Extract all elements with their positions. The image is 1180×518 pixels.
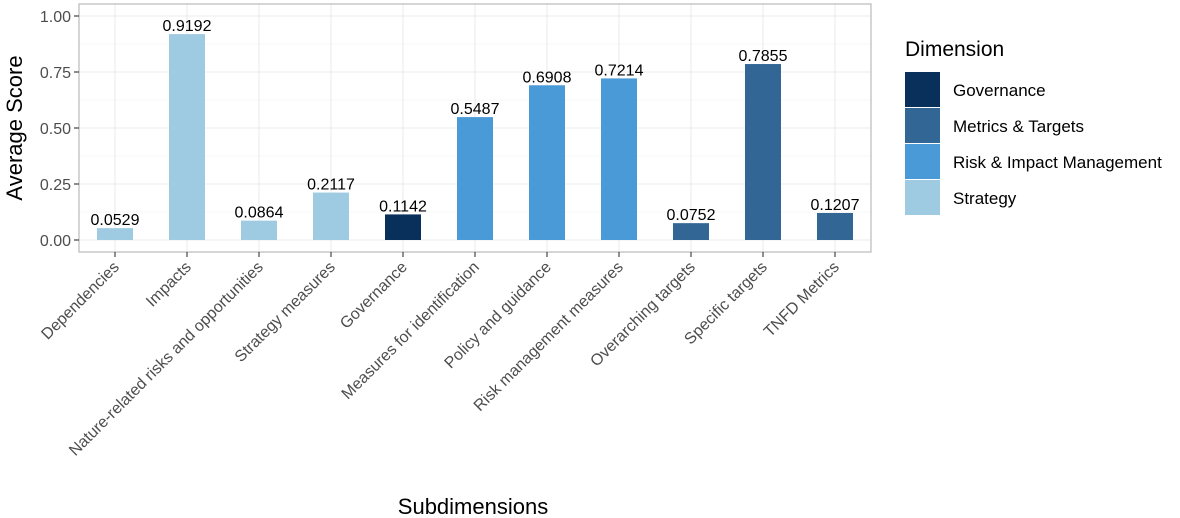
y-tick-label: 0.00 — [40, 233, 71, 250]
bar-dependencies — [97, 228, 133, 240]
bar-strategy-measures — [313, 192, 349, 240]
y-tick-label: 0.25 — [40, 177, 71, 194]
y-axis: 0.00 0.25 0.50 0.75 1.00 — [40, 9, 79, 250]
bar-value-label: 0.1207 — [811, 197, 860, 214]
x-tick-label: Governance — [337, 259, 411, 333]
legend-key — [905, 72, 940, 107]
legend: Dimension Governance Metrics & Targets Ris… — [905, 38, 1162, 215]
bar-overarching-targets — [673, 223, 709, 240]
bar-tnfd-metrics — [817, 212, 853, 240]
y-tick-label: 1.00 — [40, 9, 71, 26]
bar-nature-related-risks-and-opportunities — [241, 220, 277, 240]
legend-item-label: Risk & Impact Management — [953, 153, 1162, 172]
bar-governance — [385, 214, 421, 240]
bar-value-label: 0.6908 — [523, 69, 572, 86]
y-tick-label: 0.75 — [40, 65, 71, 82]
legend-item-label: Governance — [953, 81, 1046, 100]
y-tick-label: 0.50 — [40, 121, 71, 138]
bar-measures-for-identification — [457, 117, 493, 240]
data-labels: 0.0529 0.9192 0.0864 0.2117 0.1142 0.5487 0.69… — [91, 18, 860, 229]
bar-value-label: 0.0864 — [235, 205, 284, 222]
bar-risk-management-measures — [601, 78, 637, 240]
legend-key — [905, 108, 940, 143]
x-tick-label: Measures for identification — [339, 259, 483, 403]
legend-title: Dimension — [905, 38, 1004, 61]
bar-value-label: 0.0752 — [667, 207, 716, 224]
bar-value-label: 0.0529 — [91, 212, 140, 229]
bar-value-label: 0.7214 — [595, 62, 644, 79]
legend-key — [905, 144, 940, 179]
legend-item-label: Metrics & Targets — [953, 117, 1084, 136]
x-axis-title: Subdimensions — [398, 494, 548, 518]
legend-item-label: Strategy — [953, 189, 1017, 208]
bars — [97, 34, 853, 241]
legend-key — [905, 180, 940, 215]
y-axis-title: Average Score — [2, 55, 27, 200]
bar-policy-and-guidance — [529, 85, 565, 240]
bar-value-label: 0.9192 — [163, 18, 212, 35]
x-tick-label: Dependencies — [38, 259, 122, 343]
x-tick-label: Risk management measures — [471, 259, 627, 415]
bar-specific-targets — [745, 64, 781, 240]
bar-value-label: 0.5487 — [451, 101, 500, 118]
x-tick-label: TNFD Metrics — [761, 259, 843, 341]
bar-value-label: 0.2117 — [307, 177, 355, 194]
x-tick-label: Impacts — [143, 259, 195, 311]
bar-value-label: 0.1142 — [379, 198, 427, 215]
bar-impacts — [169, 34, 205, 241]
bar-value-label: 0.7855 — [739, 48, 788, 65]
